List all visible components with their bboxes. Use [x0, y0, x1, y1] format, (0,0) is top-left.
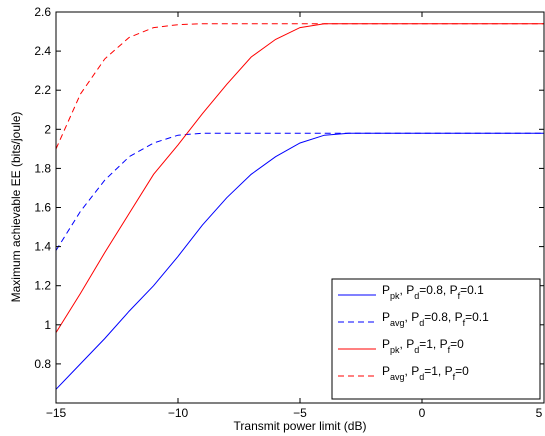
y-tick-label: 2 [44, 122, 51, 136]
series-line-4 [55, 23, 544, 150]
x-tick-label: 5 [536, 406, 543, 420]
legend-entry-4: Pavg, Pd=1, Pf=0 [382, 364, 469, 382]
y-tick-label: 1.4 [34, 240, 51, 254]
x-axis-label: Transmit power limit (dB) [234, 419, 367, 433]
legend-box [331, 278, 541, 400]
legend-entry-2: Pavg, Pd=0.8, Pf=0.1 [382, 310, 489, 328]
y-axis-label: Maximum achievable EE (bits/joule) [9, 112, 23, 303]
x-tick-label: −10 [168, 406, 189, 420]
y-tick-label: 2.2 [34, 83, 51, 97]
legend-entry-1: Ppk, Pd=0.8, Pf=0.1 [382, 283, 484, 301]
series-layer [55, 23, 544, 390]
x-tick-label: 0 [419, 406, 426, 420]
y-tick-label: 2.4 [34, 44, 51, 58]
series-line-2 [55, 132, 544, 251]
y-tick-label: 1.2 [34, 279, 51, 293]
x-axis-ticks: −15 −10 −5 0 5 [46, 12, 545, 420]
y-tick-label: 2.6 [34, 5, 51, 19]
y-tick-label: 1.8 [34, 161, 51, 175]
y-tick-label: 1.6 [34, 201, 51, 215]
y-axis-ticks: 0.8 1 1.2 1.4 1.6 1.8 2 2.2 2.4 2.6 [34, 5, 544, 371]
series-line-1 [55, 132, 544, 390]
legend-entry-3: Ppk, Pd=1, Pf=0 [382, 337, 464, 355]
x-tick-label: −15 [46, 406, 67, 420]
y-tick-label: 1 [44, 318, 51, 332]
y-tick-label: 0.8 [34, 357, 51, 371]
x-tick-label: −5 [293, 406, 307, 420]
legend: Ppk, Pd=0.8, Pf=0.1 Pavg, Pd=0.8, Pf=0.1 P… [331, 278, 541, 400]
